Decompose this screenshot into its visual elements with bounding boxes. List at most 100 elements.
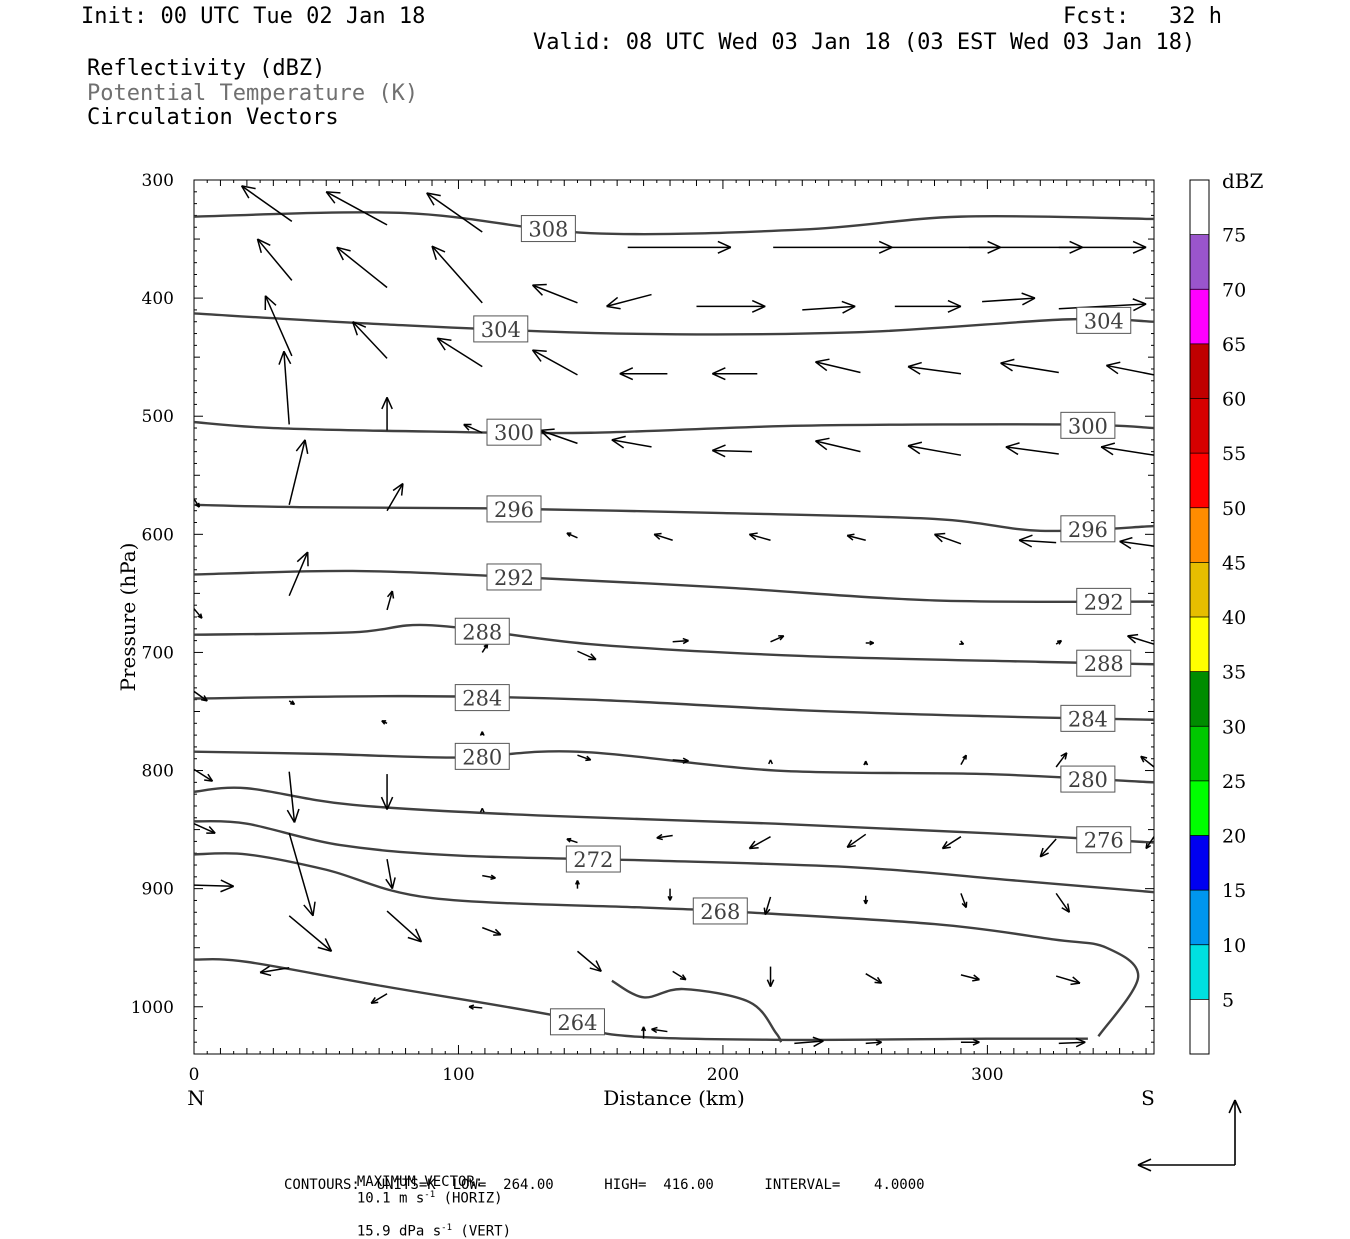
vector-head: [988, 247, 1001, 253]
colorbar-label: 30: [1222, 716, 1246, 738]
max-vert-unit: (VERT): [452, 1223, 511, 1239]
colorbar-segment: [1190, 945, 1209, 1000]
vector-shaft: [802, 306, 855, 310]
circulation-vector: [382, 397, 392, 430]
circulation-vector: [387, 591, 393, 610]
circulation-vector: [866, 641, 874, 645]
vector-head: [847, 534, 854, 535]
isentrope-300: [194, 422, 1154, 433]
circulation-vector: [567, 533, 578, 538]
vector-shaft: [371, 994, 387, 1003]
colorbar-segment: [1190, 508, 1209, 563]
vector-head: [654, 533, 661, 534]
axis-ticks: [194, 180, 1154, 1054]
vector-shaft: [194, 824, 215, 833]
vector-shaft: [289, 916, 331, 951]
colorbar-unit: dBZ: [1222, 169, 1264, 193]
colorbar-segment: [1190, 344, 1209, 399]
vector-head: [764, 908, 765, 915]
vector-shaft: [194, 769, 213, 781]
vector-shaft: [427, 193, 483, 232]
contour-label-268: 268: [700, 900, 740, 924]
circulation-vector: [1141, 756, 1154, 767]
vector-head: [1070, 247, 1083, 253]
colorbar-label: 65: [1222, 334, 1246, 356]
x-tick-label: 300: [971, 1065, 1003, 1085]
x-tick-label: 100: [442, 1065, 474, 1085]
vector-head: [1120, 538, 1133, 542]
circulation-vector: [1001, 359, 1059, 372]
circulation-vector: [1120, 538, 1154, 549]
north-end-label: N: [187, 1086, 205, 1110]
contour-label-288: 288: [462, 620, 502, 644]
circulation-vector: [764, 897, 770, 915]
vector-head: [1022, 293, 1035, 298]
colorbar-segment: [1190, 836, 1209, 891]
circulation-vector: [1040, 839, 1056, 857]
maximum-vector-note: MAXIMUM VECTOR: 10.1 m s-1 (HORIZ) 15.9 …: [340, 1158, 511, 1239]
vector-shaft: [533, 350, 578, 375]
circulation-vector: [533, 284, 578, 302]
colorbar-label: 70: [1222, 279, 1246, 301]
circulation-vector: [289, 916, 331, 951]
contour-label-300: 300: [494, 421, 534, 445]
colorbar-segment: [1190, 617, 1209, 672]
circulation-vector: [895, 301, 961, 313]
circulation-vector: [1106, 362, 1154, 375]
circulation-vector: [961, 755, 966, 764]
contour-label-300: 300: [1068, 414, 1108, 438]
vector-head: [1106, 362, 1120, 365]
circulation-vector: [657, 835, 673, 840]
vector-head: [1101, 443, 1115, 447]
vector-head: [221, 886, 234, 891]
circulation-vector: [371, 994, 387, 1003]
colorbar-label: 20: [1222, 826, 1246, 848]
vector-head: [1133, 241, 1146, 247]
vector-head: [815, 438, 829, 441]
vector-head: [294, 809, 298, 823]
vector-head: [988, 241, 1001, 247]
circulation-vector: [961, 893, 967, 907]
contour-label-308: 308: [528, 218, 568, 242]
vector-head: [392, 877, 395, 888]
circulation-vector: [864, 896, 868, 904]
circulation-vector: [654, 533, 673, 540]
colorbar-label: 55: [1222, 443, 1246, 465]
colorbar-segment: [1190, 672, 1209, 727]
vector-shaft: [289, 552, 308, 596]
isentrope-272: [194, 821, 1154, 892]
circulation-vector: [620, 368, 668, 380]
south-end-label: S: [1141, 1086, 1155, 1110]
circulation-vector: [576, 880, 580, 888]
circulation-vector: [712, 368, 757, 380]
circulation-vector: [326, 192, 387, 225]
vector-shaft: [265, 296, 291, 356]
circulation-vector: [961, 975, 980, 981]
circulation-vector: [749, 533, 770, 540]
reference-vertical-arrow: [1229, 1100, 1241, 1165]
contour-label-296: 296: [494, 498, 534, 522]
circulation-vector: [427, 193, 483, 232]
vector-head: [1019, 535, 1032, 540]
vector-head: [540, 429, 554, 430]
vector-head: [908, 363, 922, 367]
max-horiz-value: 10.1 m s: [357, 1191, 424, 1207]
colorbar-label: 45: [1222, 552, 1246, 574]
circulation-vector: [767, 967, 773, 987]
max-vert-exponent: -1: [441, 1223, 452, 1233]
vector-head: [749, 848, 758, 849]
isentrope-304: [194, 313, 1154, 334]
circulation-vector: [866, 1040, 882, 1045]
vector-shaft: [337, 247, 387, 287]
colorbar-label: 5: [1222, 989, 1234, 1011]
vector-head: [620, 374, 633, 380]
circulation-vector: [437, 338, 482, 366]
circulation-vector: [289, 440, 307, 505]
circulation-vector: [265, 296, 292, 356]
circulation-vector: [1056, 976, 1080, 984]
vector-head: [1128, 635, 1139, 636]
circulation-vector: [387, 911, 421, 942]
colorbar-label: 50: [1222, 498, 1246, 520]
colorbar-segment: [1190, 890, 1209, 945]
